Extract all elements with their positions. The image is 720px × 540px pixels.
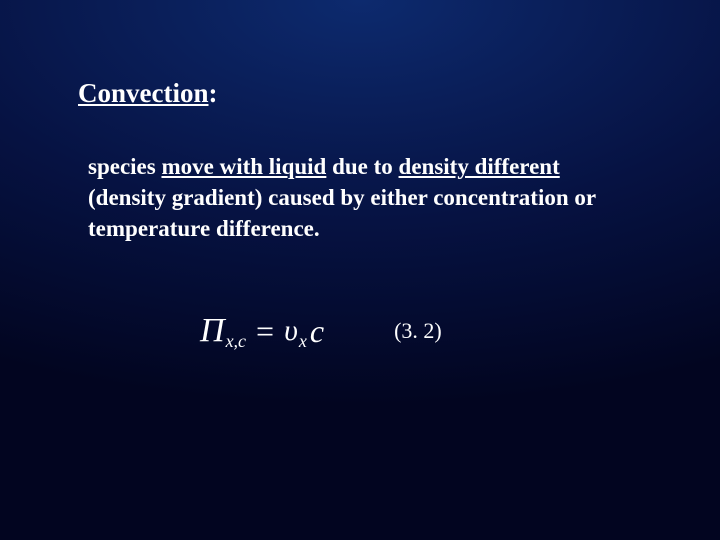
heading-word: Convection [78, 78, 209, 108]
slide: Convection: species move with liquid due… [0, 0, 720, 540]
body-underline-2: density different [399, 154, 560, 179]
slide-heading: Convection: [78, 78, 642, 109]
eq-ups-sub: x [299, 331, 307, 352]
eq-c: c [310, 313, 324, 350]
equation-row: Πx,c = υxc (3. 2) [78, 312, 642, 350]
body-pre: species [88, 154, 161, 179]
body-text: species move with liquid due to density … [78, 151, 642, 244]
equation: Πx,c = υxc [200, 312, 324, 350]
equation-number: (3. 2) [394, 318, 442, 344]
heading-colon: : [209, 78, 218, 108]
body-underline-1: move with liquid [161, 154, 326, 179]
eq-pi-sub: x,c [226, 331, 246, 352]
eq-pi: Π [200, 312, 225, 350]
eq-upsilon: υ [284, 314, 298, 348]
body-mid1: due to [326, 154, 398, 179]
eq-equals: = [256, 313, 274, 350]
body-rest: (density gradient) caused by either conc… [88, 185, 596, 241]
